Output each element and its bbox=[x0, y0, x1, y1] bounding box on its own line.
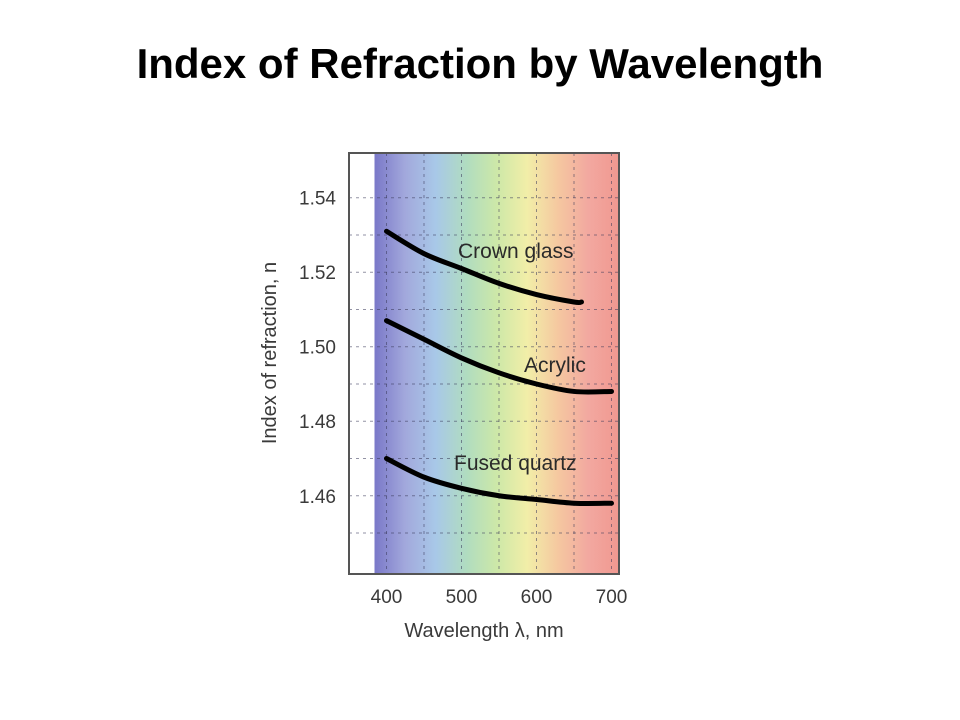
series-line-acrylic bbox=[384, 318, 614, 395]
y-tick-label: 1.54 bbox=[299, 189, 336, 210]
series-line-crown-glass bbox=[384, 228, 584, 306]
plot-frame bbox=[348, 152, 620, 575]
series-label-acrylic: Acrylic bbox=[524, 354, 586, 377]
x-axis-label: Wavelength λ, nm bbox=[404, 620, 563, 642]
series-label-crown-glass: Crown glass bbox=[458, 240, 574, 263]
x-tick-label: 700 bbox=[596, 587, 628, 608]
y-tick-label: 1.50 bbox=[299, 338, 336, 359]
y-tick-label: 1.48 bbox=[299, 412, 336, 433]
x-tick-label: 600 bbox=[521, 587, 553, 608]
series-line-fused-quartz bbox=[384, 456, 614, 506]
series-lines bbox=[384, 228, 614, 506]
series-label-fused-quartz: Fused quartz bbox=[454, 452, 577, 475]
series-labels: Crown glass Acrylic Fused quartz bbox=[454, 240, 586, 475]
plot-border bbox=[348, 152, 620, 575]
y-axis-label: Index of refraction, n bbox=[259, 262, 281, 444]
x-tick-label: 500 bbox=[446, 587, 478, 608]
x-tick-label: 400 bbox=[371, 587, 403, 608]
x-axis-ticks: 400 500 600 700 bbox=[371, 587, 628, 608]
y-tick-label: 1.52 bbox=[299, 263, 336, 284]
y-tick-label: 1.46 bbox=[299, 487, 336, 508]
page-title: Index of Refraction by Wavelength bbox=[136, 40, 824, 87]
y-axis-ticks: 1.46 1.48 1.50 1.52 1.54 bbox=[299, 189, 336, 508]
